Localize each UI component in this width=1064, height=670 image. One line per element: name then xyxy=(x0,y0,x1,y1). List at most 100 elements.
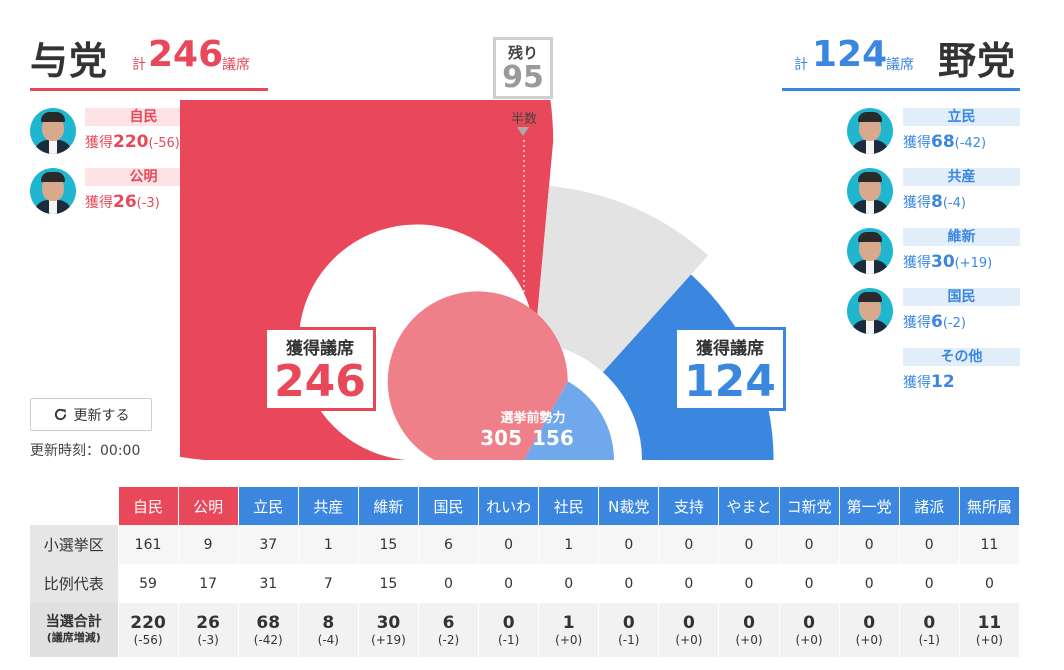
leader-avatar xyxy=(30,168,76,214)
table-header-row: 自民 公明 立民 共産 維新 国民 れいわ 社民 N裁党 支持 やまと コ新党 第一党 諸派 無所属 xyxy=(30,487,1021,525)
ruling-seat-box: 獲得議席 246 xyxy=(264,327,376,411)
party-gain: 獲得8(-4) xyxy=(903,192,966,212)
table-cell: 0 xyxy=(418,564,480,603)
table-cell: 9 xyxy=(178,525,239,564)
table-header-cell: やまと xyxy=(718,487,780,525)
total-value: 68 xyxy=(256,613,281,633)
table-cell: 31 xyxy=(238,564,299,603)
table-cell: 0 xyxy=(538,564,600,603)
opposition-seat-box: 獲得議席 124 xyxy=(674,327,786,411)
table-cell: 0 xyxy=(839,564,900,603)
table-cell: 15 xyxy=(358,525,419,564)
table-total-cell: 68 (-42) xyxy=(238,603,299,657)
party-gain: 獲得220(-56) xyxy=(85,132,180,152)
party-name: その他 xyxy=(903,348,1020,366)
table-cell: 0 xyxy=(959,564,1021,603)
ruling-title: 与党 xyxy=(30,39,109,83)
total-label-text: 当選合計 xyxy=(45,614,102,630)
table-total-cell: 8 (-4) xyxy=(298,603,359,657)
table-total-cell: 0 (+0) xyxy=(779,603,840,657)
party-card-ishin: 維新 獲得30(+19) xyxy=(847,228,1022,274)
table-cell: 11 xyxy=(959,525,1021,564)
pre-election-opposition-value: 156 xyxy=(532,426,574,450)
total-value: 6 xyxy=(442,613,455,633)
half-label: 半数 xyxy=(510,112,537,127)
party-card-kyosan: 共産 獲得8(-4) xyxy=(847,168,1022,214)
total-value: 1 xyxy=(562,613,575,633)
pre-election-ruling-arc xyxy=(387,291,568,460)
results-table: 自民 公明 立民 共産 維新 国民 れいわ 社民 N裁党 支持 やまと コ新党 第一党 諸派 無所属 小選挙区… xyxy=(30,487,1021,657)
opposition-total-seats: 124 xyxy=(812,34,888,75)
party-card-komei: 公明 獲得26(-3) xyxy=(30,168,205,214)
table-total-row: 当選合計 (議席増減) 220 (-56) 26 (-3) 68 (-42) 8 (-4) 30 (+… xyxy=(30,603,1021,657)
total-value: 0 xyxy=(682,613,695,633)
table-cell: 0 xyxy=(718,564,780,603)
total-diff: (+0) xyxy=(735,633,763,647)
table-header-cell: 支持 xyxy=(658,487,720,525)
table-header-cell: 維新 xyxy=(358,487,419,525)
table-cell: 1 xyxy=(298,525,359,564)
total-diff: (+0) xyxy=(855,633,883,647)
table-total-cell: 26 (-3) xyxy=(178,603,239,657)
total-value: 26 xyxy=(196,613,220,633)
ruling-total-seats: 246 xyxy=(148,34,224,75)
table-cell: 17 xyxy=(178,564,239,603)
table-cell: 7 xyxy=(298,564,359,603)
leader-avatar xyxy=(847,108,893,154)
party-gain: 獲得30(+19) xyxy=(903,252,993,272)
table-total-cell: 0 (+0) xyxy=(718,603,780,657)
leader-avatar xyxy=(847,168,893,214)
table-header-cell: コ新党 xyxy=(779,487,840,525)
total-value: 0 xyxy=(622,613,635,633)
table-cell: 0 xyxy=(779,564,840,603)
party-name: 維新 xyxy=(903,228,1020,246)
table-header-cell: 公明 xyxy=(178,487,239,525)
table-cell: 0 xyxy=(718,525,780,564)
party-name: 共産 xyxy=(903,168,1020,186)
table-row-label: 小選挙区 xyxy=(30,525,119,564)
ruling-seat-unit: 議席 xyxy=(222,57,250,73)
table-cell: 0 xyxy=(899,525,960,564)
table-corner xyxy=(30,487,119,525)
total-diff: (-1) xyxy=(918,633,940,647)
total-diff: (-1) xyxy=(497,633,520,647)
table-cell: 0 xyxy=(598,564,660,603)
table-total-cell: 11 (+0) xyxy=(959,603,1021,657)
total-value: 8 xyxy=(322,613,335,633)
opposition-seat-unit: 議席 xyxy=(886,57,914,73)
party-gain: 獲得12 xyxy=(903,372,955,392)
table-cell: 15 xyxy=(358,564,419,603)
table-cell: 0 xyxy=(658,564,720,603)
table-header-cell: N裁党 xyxy=(598,487,660,525)
table-total-cell: 0 (+0) xyxy=(658,603,720,657)
table-row: 比例代表 59 17 31 7 15 0 0 0 0 0 0 0 0 0 0 xyxy=(30,564,1021,603)
party-card-rikken: 立民 獲得68(-42) xyxy=(847,108,1022,154)
table-cell: 0 xyxy=(839,525,900,564)
table-header-cell: 無所属 xyxy=(959,487,1021,525)
table-total-cell: 1 (+0) xyxy=(538,603,600,657)
table-cell: 1 xyxy=(538,525,600,564)
opposition-title: 野党 xyxy=(938,39,1017,83)
update-button[interactable]: 更新する xyxy=(30,398,152,431)
half-marker-icon xyxy=(517,127,529,136)
refresh-icon xyxy=(54,408,66,421)
ruling-seat-box-value: 246 xyxy=(274,356,366,407)
leader-avatar xyxy=(30,108,76,154)
table-header-cell: 諸派 xyxy=(899,487,960,525)
opposition-header: 計 124 議席 野党 xyxy=(782,28,1020,91)
table-header-cell: 社民 xyxy=(538,487,600,525)
table-cell: 6 xyxy=(418,525,480,564)
table-cell: 0 xyxy=(598,525,660,564)
party-name: 公明 xyxy=(85,168,202,186)
opposition-kei-label: 計 xyxy=(794,57,808,73)
table-header-cell: 自民 xyxy=(118,487,179,525)
party-name: 自民 xyxy=(85,108,202,126)
pre-election-opposition-arc xyxy=(524,381,614,460)
remaining-value: 95 xyxy=(502,60,544,95)
table-header-cell: れいわ xyxy=(478,487,540,525)
party-name: 国民 xyxy=(903,288,1020,306)
party-card-kokumin: 国民 獲得6(-2) xyxy=(847,288,1022,334)
opposition-seat-box-label: 獲得議席 xyxy=(696,339,764,359)
table-total-cell: 6 (-2) xyxy=(418,603,480,657)
leader-avatar xyxy=(847,288,893,334)
